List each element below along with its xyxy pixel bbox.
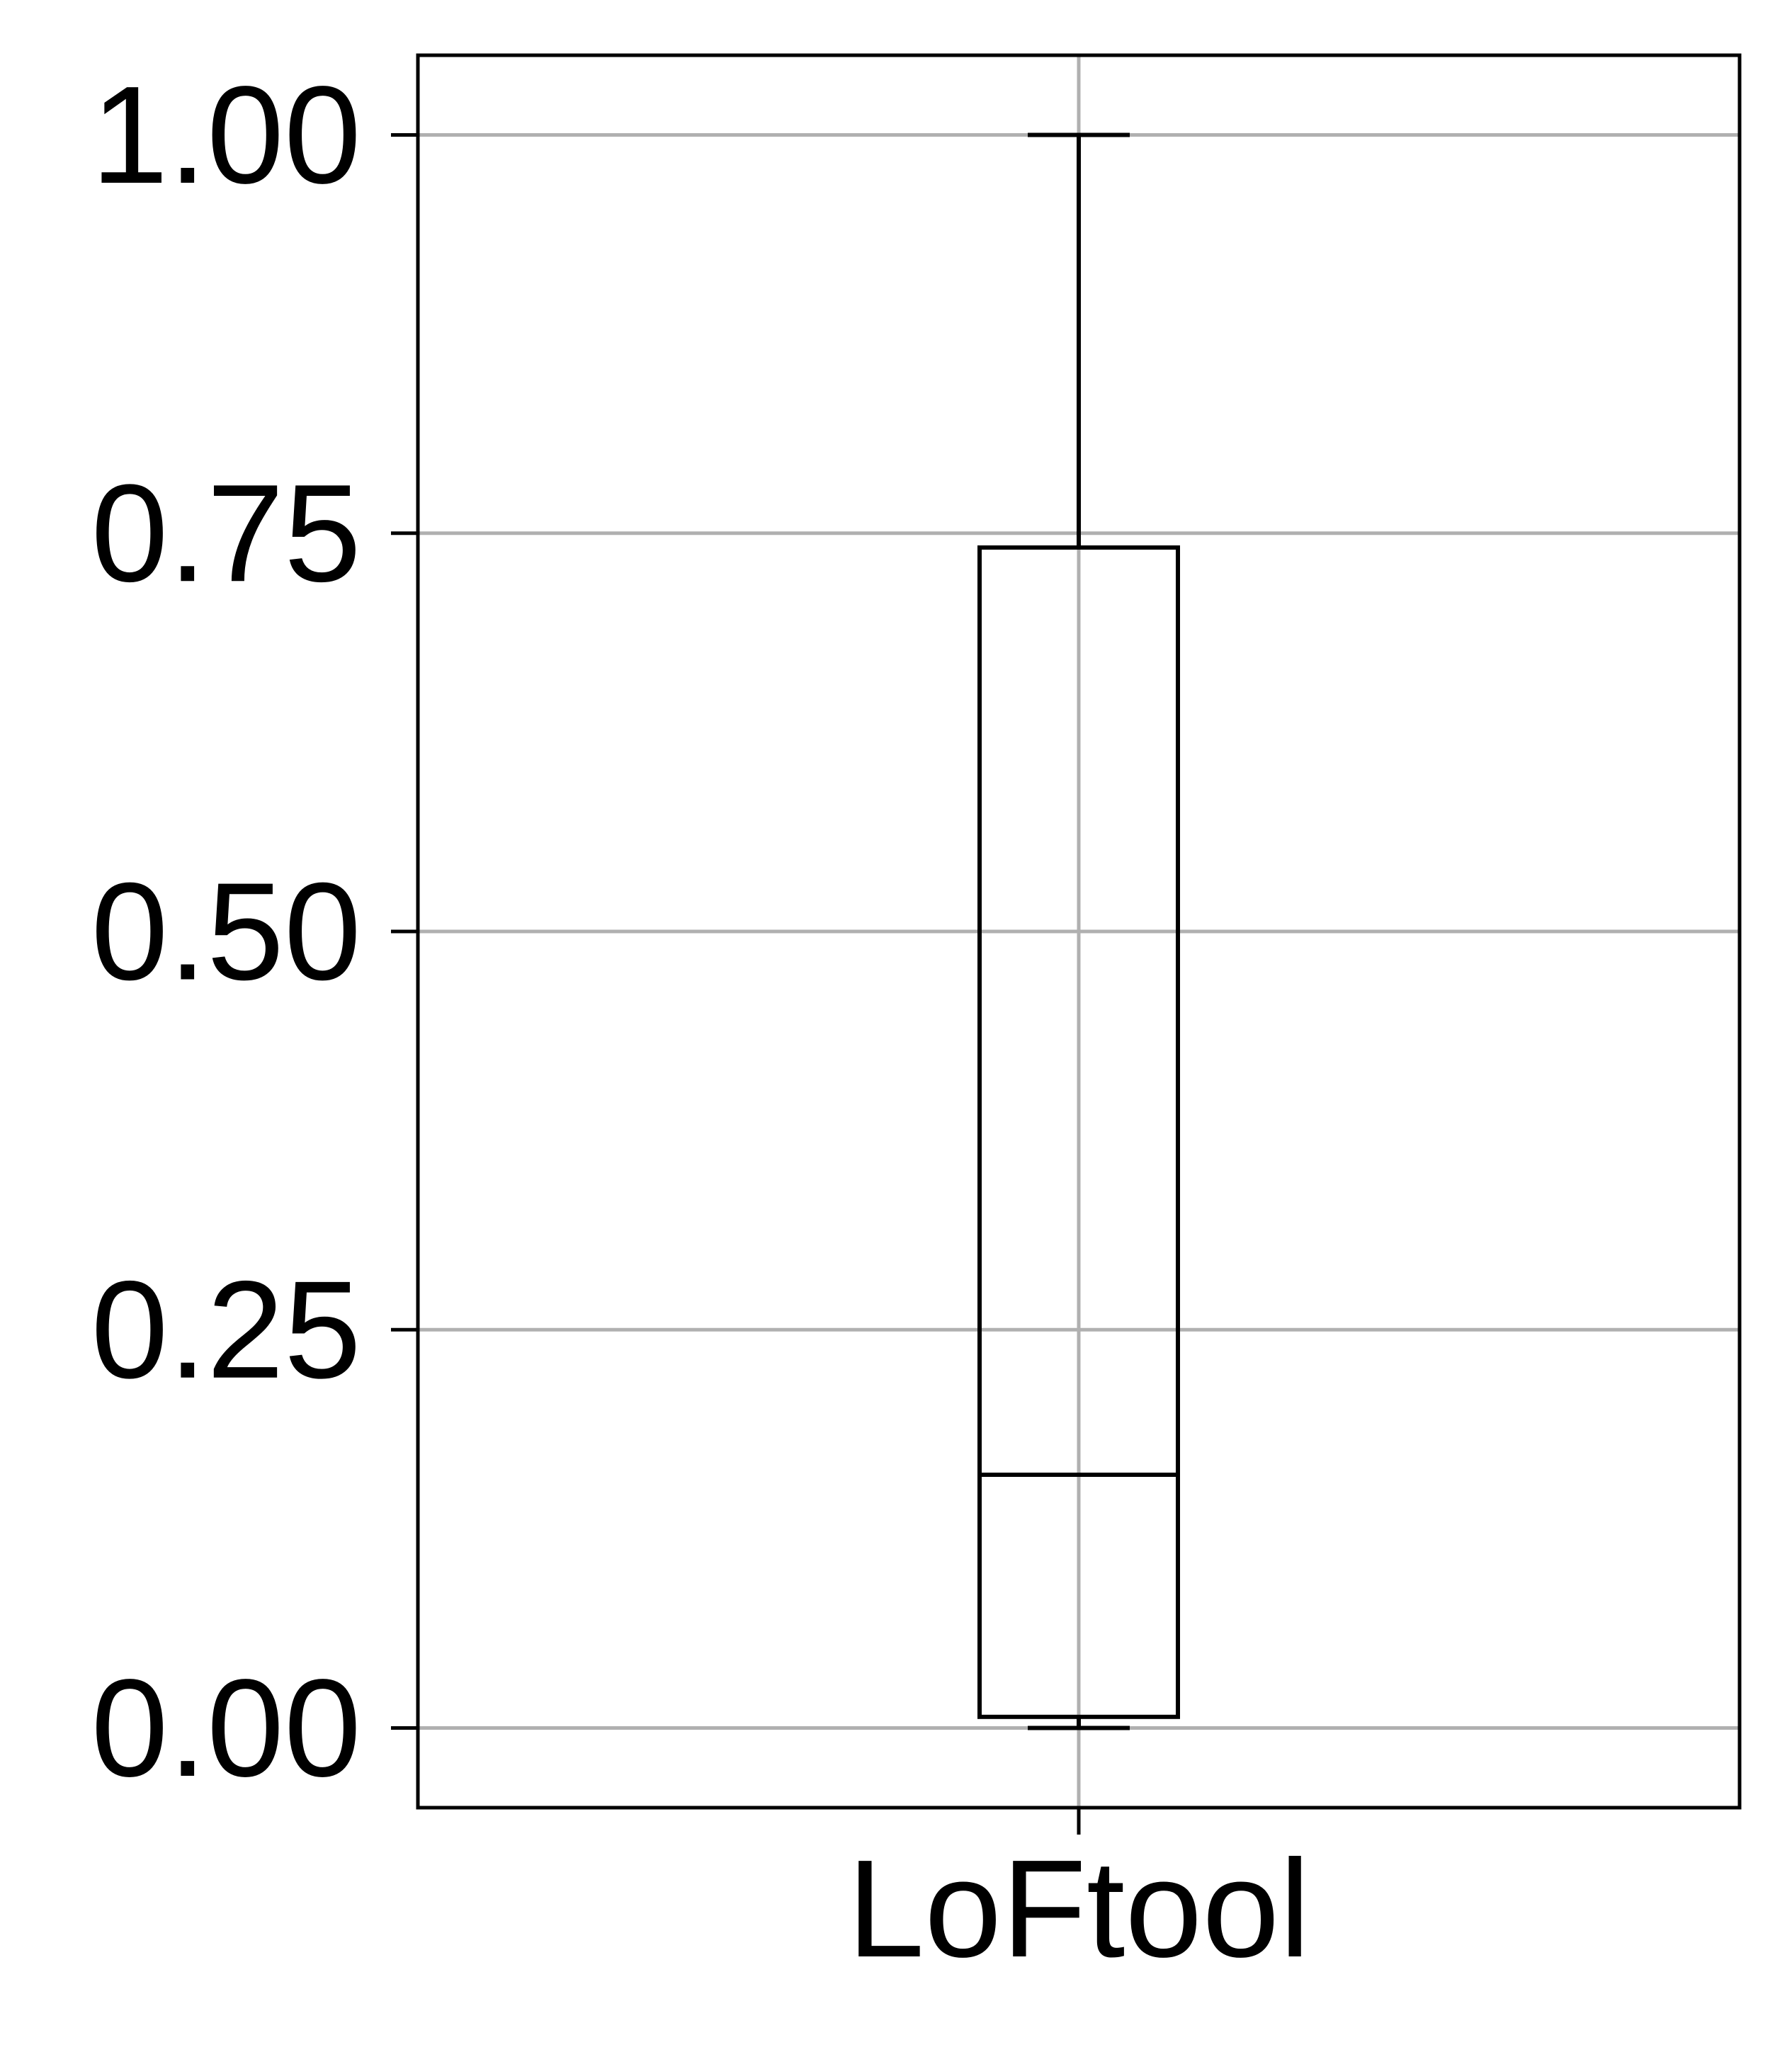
axis-ticks	[391, 132, 1081, 1835]
box-0	[977, 132, 1180, 1730]
iqr-box	[977, 545, 1180, 1719]
box-layer	[977, 132, 1180, 1730]
axis-tick-labels: 0.00 0.25 0.50 0.75 1.00 LoFtool	[91, 57, 1310, 1986]
y-tick-label-3: 0.75	[91, 455, 361, 611]
x-tick-label-0: LoFtool	[847, 1831, 1310, 1986]
y-tick-label-4: 1.00	[91, 57, 361, 212]
y-tick-label-0: 0.00	[91, 1650, 361, 1806]
y-tick-label-1: 0.25	[91, 1252, 361, 1407]
y-tick-label-2: 0.50	[91, 854, 361, 1009]
